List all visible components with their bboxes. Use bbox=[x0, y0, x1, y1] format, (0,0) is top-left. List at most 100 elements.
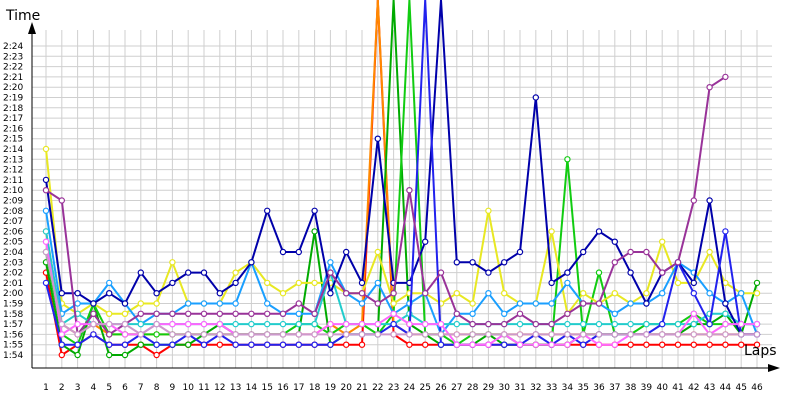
data-point bbox=[516, 310, 524, 317]
data-point bbox=[643, 341, 650, 348]
series-line bbox=[45, 0, 757, 336]
data-point bbox=[58, 351, 66, 359]
data-point bbox=[595, 320, 603, 328]
y-tick-label: 1:55 bbox=[3, 341, 23, 351]
data-point bbox=[406, 320, 413, 328]
tick-labels: 1:541:551:561:571:581:592:002:012:022:03… bbox=[3, 42, 763, 393]
data-point bbox=[437, 320, 445, 328]
y-tick-label: 2:08 bbox=[3, 207, 23, 217]
data-point bbox=[137, 269, 144, 276]
y-tick-label: 2:20 bbox=[3, 83, 23, 93]
data-point bbox=[200, 320, 208, 328]
data-point bbox=[137, 320, 144, 328]
data-point bbox=[485, 341, 492, 348]
data-point bbox=[121, 341, 129, 348]
y-tick-label: 2:02 bbox=[3, 269, 23, 279]
data-point bbox=[42, 176, 50, 184]
data-point bbox=[153, 341, 160, 348]
data-point bbox=[42, 248, 50, 256]
data-point bbox=[248, 259, 255, 266]
data-point bbox=[295, 331, 302, 338]
data-point bbox=[295, 310, 302, 317]
y-tick-label: 2:22 bbox=[3, 63, 23, 73]
data-point bbox=[627, 341, 634, 348]
data-point bbox=[659, 320, 666, 328]
data-point bbox=[595, 269, 603, 276]
y-tick-label: 2:12 bbox=[3, 166, 23, 176]
data-point bbox=[580, 320, 587, 328]
data-point bbox=[374, 300, 381, 307]
data-point bbox=[74, 341, 81, 348]
data-point bbox=[580, 331, 587, 338]
data-point bbox=[169, 259, 176, 266]
data-point bbox=[532, 300, 540, 307]
x-tick-label: 11 bbox=[198, 383, 209, 393]
data-point bbox=[358, 290, 366, 297]
data-point bbox=[184, 310, 192, 317]
data-point bbox=[611, 259, 619, 266]
data-point bbox=[485, 320, 492, 328]
x-tick-label: 30 bbox=[498, 383, 510, 393]
data-point bbox=[722, 228, 729, 235]
x-tick-label: 7 bbox=[138, 383, 144, 393]
data-point bbox=[564, 279, 571, 287]
series-12 bbox=[42, 248, 761, 338]
x-tick-label: 12 bbox=[214, 383, 225, 393]
data-point bbox=[406, 186, 413, 194]
data-point bbox=[722, 341, 729, 348]
data-point bbox=[469, 320, 476, 328]
data-point bbox=[659, 331, 666, 338]
data-point bbox=[58, 197, 66, 204]
x-tick-label: 38 bbox=[625, 383, 637, 393]
data-point bbox=[311, 279, 318, 287]
data-point bbox=[169, 331, 176, 338]
y-tick-label: 2:17 bbox=[3, 114, 23, 124]
data-point bbox=[374, 248, 381, 256]
data-point bbox=[264, 300, 271, 307]
data-point bbox=[611, 310, 619, 317]
series-line bbox=[45, 251, 757, 336]
data-point bbox=[706, 197, 713, 204]
data-point bbox=[343, 248, 350, 256]
data-point bbox=[295, 300, 302, 307]
data-point bbox=[580, 341, 587, 348]
data-point bbox=[42, 279, 50, 287]
series-line bbox=[45, 0, 757, 346]
data-point bbox=[343, 331, 350, 338]
y-tick-label: 2:07 bbox=[3, 217, 23, 227]
data-point bbox=[469, 310, 476, 317]
data-point bbox=[564, 341, 571, 348]
data-point bbox=[469, 331, 476, 338]
y-tick-label: 2:19 bbox=[3, 94, 23, 104]
data-point bbox=[358, 320, 366, 328]
data-point bbox=[753, 331, 761, 338]
data-point bbox=[137, 341, 144, 348]
series-8 bbox=[42, 0, 761, 338]
data-point bbox=[674, 259, 682, 266]
data-point bbox=[738, 320, 745, 328]
data-point bbox=[406, 341, 413, 348]
x-tick-label: 43 bbox=[704, 383, 715, 393]
y-tick-label: 2:23 bbox=[3, 52, 23, 62]
data-point bbox=[232, 269, 239, 276]
x-tick-label: 28 bbox=[467, 383, 479, 393]
y-tick-label: 1:59 bbox=[3, 300, 23, 310]
data-point bbox=[643, 320, 650, 328]
data-point bbox=[311, 320, 318, 328]
data-point bbox=[90, 320, 97, 328]
data-point bbox=[753, 341, 761, 348]
data-point bbox=[311, 341, 318, 348]
data-point bbox=[153, 310, 160, 317]
data-point bbox=[232, 300, 239, 307]
x-tick-label: 15 bbox=[261, 383, 272, 393]
data-point bbox=[74, 351, 81, 359]
data-point bbox=[169, 320, 176, 328]
data-point bbox=[580, 300, 587, 307]
data-point bbox=[248, 331, 255, 338]
data-point bbox=[422, 341, 429, 348]
data-point bbox=[659, 269, 666, 276]
data-point bbox=[548, 320, 555, 328]
data-point bbox=[690, 310, 698, 317]
data-point bbox=[453, 310, 460, 317]
data-point bbox=[200, 310, 208, 317]
